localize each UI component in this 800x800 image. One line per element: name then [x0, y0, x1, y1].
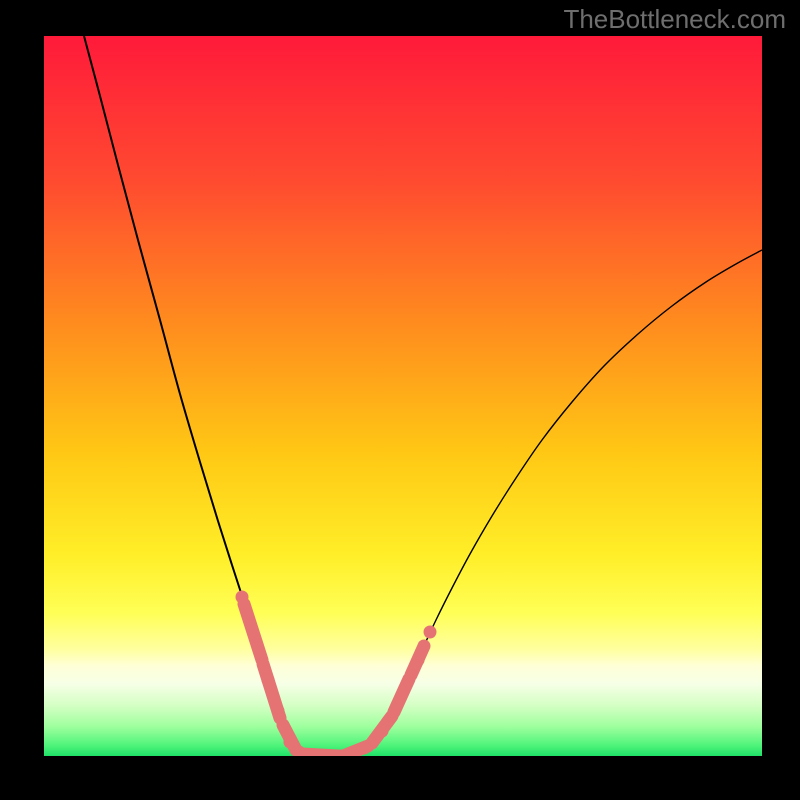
- marker-dot: [272, 705, 285, 718]
- marker-dot: [334, 750, 347, 763]
- marker-dot: [424, 626, 437, 639]
- marker-dot: [376, 725, 389, 738]
- marker-dot: [293, 746, 306, 759]
- marker-dot: [319, 750, 332, 763]
- marker-dot: [346, 748, 359, 761]
- marker-dot: [284, 736, 297, 749]
- plot-background: [44, 36, 762, 756]
- marker-dot: [236, 591, 249, 604]
- chart-svg: [0, 0, 800, 800]
- marker-dot: [358, 742, 371, 755]
- marker-dot: [412, 654, 425, 667]
- marker-dot: [262, 674, 275, 687]
- chart-stage: TheBottleneck.com: [0, 0, 800, 800]
